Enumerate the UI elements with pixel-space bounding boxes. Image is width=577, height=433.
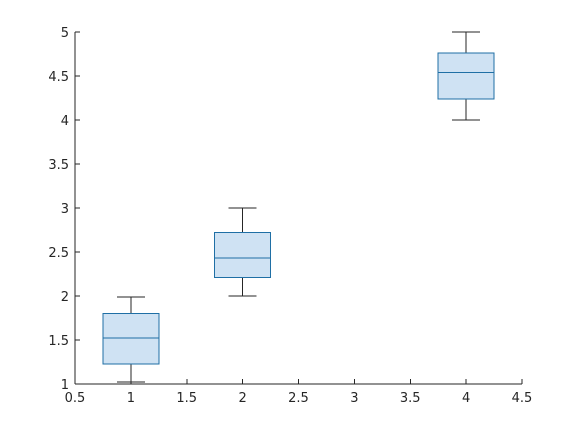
y-tick-label: 1.5 [48,334,69,349]
y-tick-label: 4.5 [48,70,69,85]
y-tick-label: 3 [61,202,69,217]
y-tick-label: 2.5 [48,246,69,261]
boxes [102,31,495,383]
x-tick-label: 4.5 [512,391,533,406]
x-tick-label: 3 [350,391,358,406]
box-group [437,31,495,121]
x-tick-label: 4 [462,391,470,406]
box-group [214,207,272,297]
y-tick-label: 3.5 [48,158,69,173]
y-tick-label: 2 [61,290,69,305]
y-tick-label: 4 [61,114,69,129]
x-tick-label: 1.5 [176,391,197,406]
x-tick-label: 0.5 [65,391,86,406]
x-tick-label: 2.5 [288,391,309,406]
y-tick-label: 1 [61,378,69,393]
box-group [102,296,160,383]
box-iqr [437,52,495,100]
x-tick-label: 1 [127,391,135,406]
y-tick-label: 5 [61,26,69,41]
axes: 0.5 1 1.5 2 2.5 3 3.5 4 4.511.522.533.544.55 [48,26,532,406]
box-iqr [214,232,272,279]
x-tick-label: 3.5 [400,391,421,406]
x-tick-label: 2 [238,391,246,406]
